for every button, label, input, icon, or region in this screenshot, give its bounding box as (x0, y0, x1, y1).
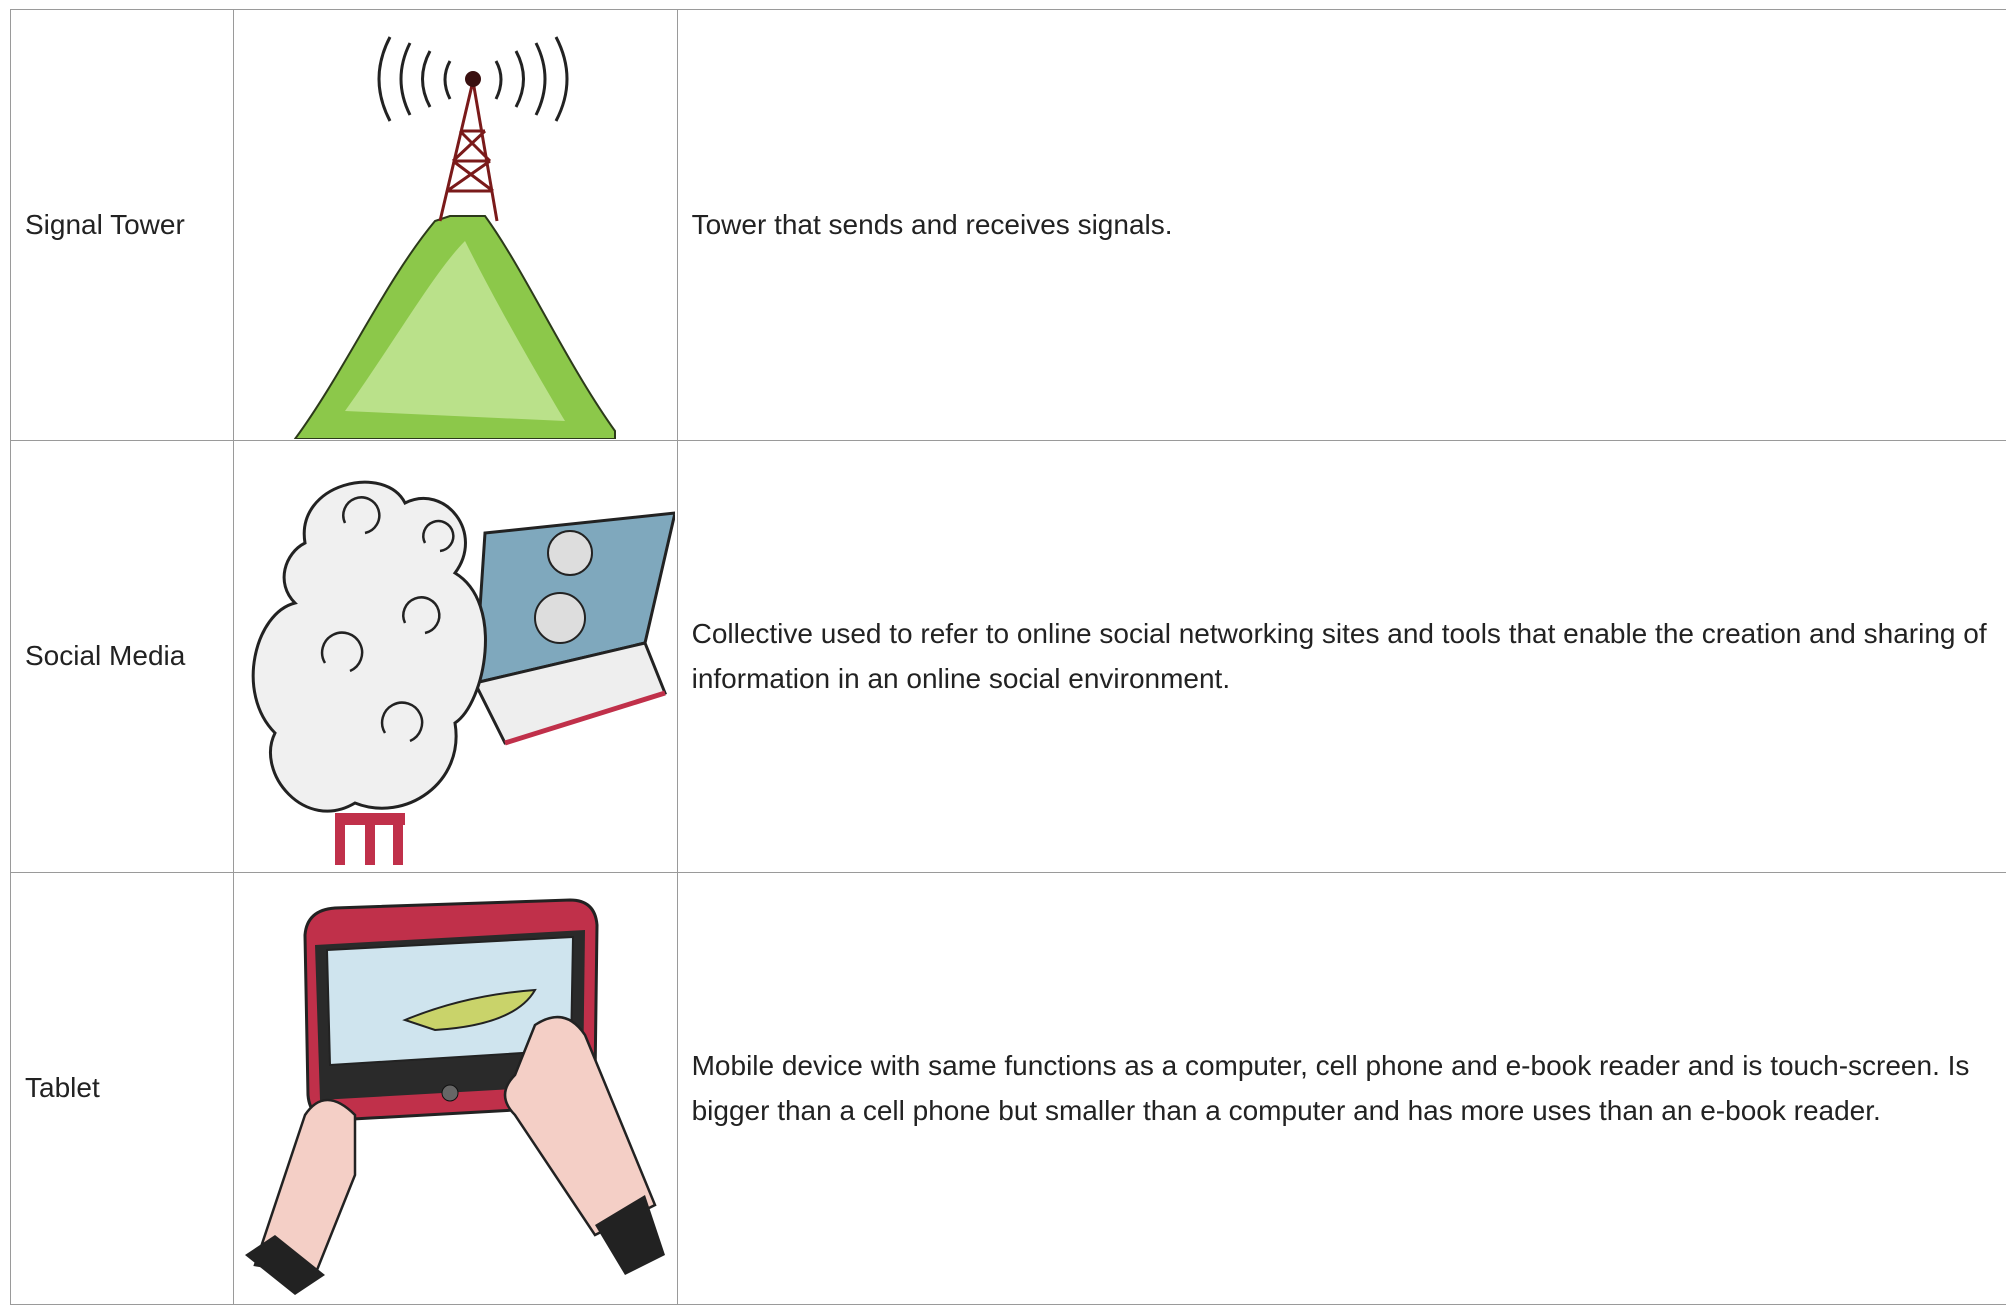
term-cell: Tablet (11, 873, 234, 1305)
social-media-illustration (235, 443, 675, 871)
image-cell (234, 441, 677, 873)
tablet-illustration (235, 875, 675, 1303)
definition-cell: Tower that sends and receives signals. (677, 10, 2006, 441)
image-cell (234, 873, 677, 1305)
definition-cell: Collective used to refer to online socia… (677, 441, 2006, 873)
definition-cell: Mobile device with same functions as a c… (677, 873, 2006, 1305)
image-cell (234, 10, 677, 441)
signal-tower-illustration (235, 11, 675, 439)
table-row: Tablet Mobile device with same functions… (11, 873, 2006, 1305)
table-row: Social Media Collective used to refer to… (11, 441, 2006, 873)
table-row: Signal Tower Tower that sends and receiv… (11, 10, 2006, 441)
term-cell: Signal Tower (11, 10, 234, 441)
term-cell: Social Media (11, 441, 234, 873)
glossary-table: Signal Tower Tower that sends and receiv… (10, 9, 2006, 1305)
